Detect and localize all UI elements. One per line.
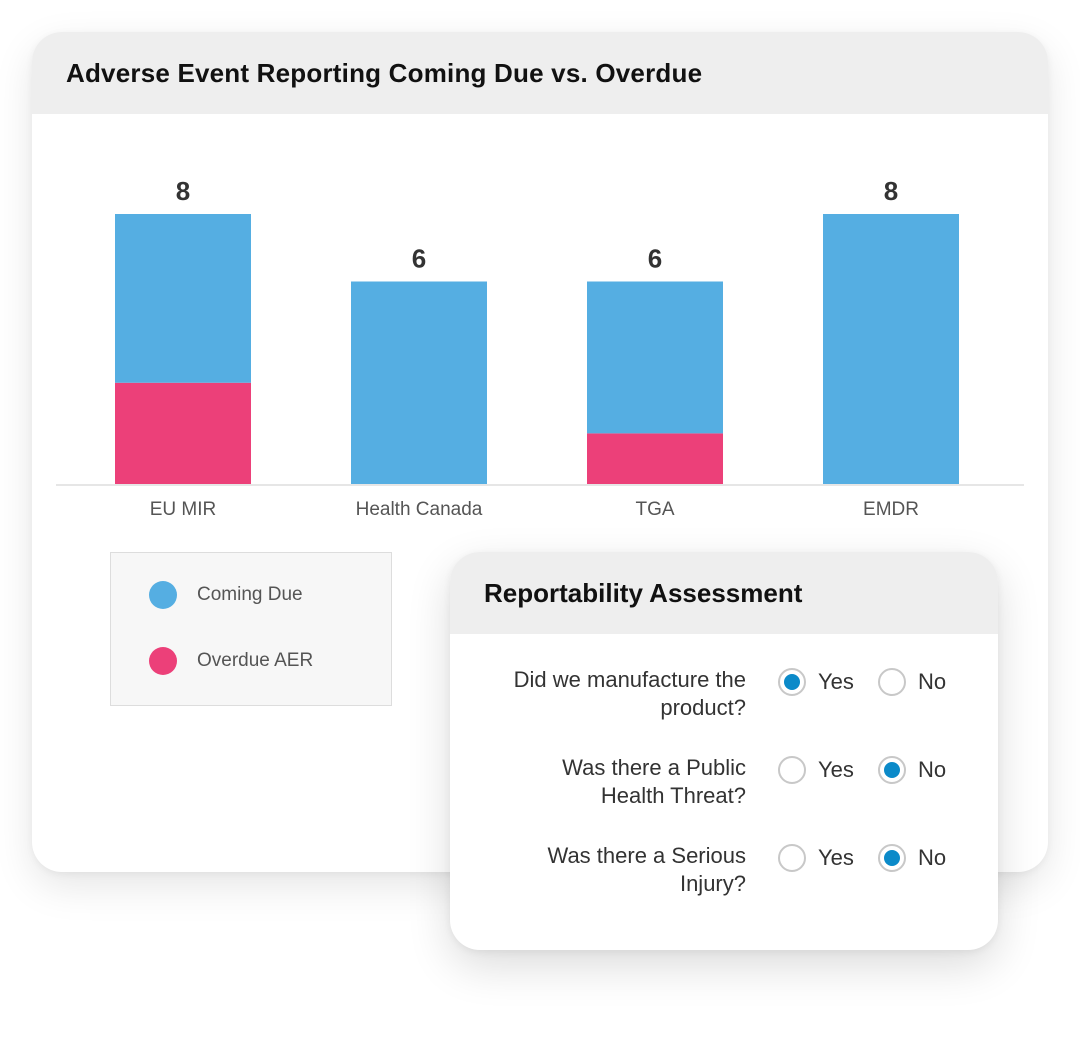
reportability-assessment-card: Reportability Assessment Did we manufact… (450, 552, 998, 950)
bar-total-label: 8 (176, 176, 190, 206)
chart-legend: Coming Due Overdue AER (110, 552, 392, 706)
legend-item-overdue-aer: Overdue AER (149, 647, 313, 675)
radio-unselected-icon[interactable] (878, 668, 906, 696)
radio-label-no: No (918, 757, 947, 782)
radio-yes-public-health-threat[interactable]: Yes (778, 754, 854, 786)
legend-swatch-overdue-aer (149, 647, 177, 675)
bar-total-label: 6 (648, 244, 662, 274)
radio-selected-icon[interactable] (878, 844, 906, 872)
radio-label-yes: Yes (818, 757, 854, 782)
assessment-header: Reportability Assessment (450, 552, 998, 634)
bar-total-label: 8 (884, 176, 898, 206)
radio-selected-icon[interactable] (778, 668, 806, 696)
radio-yes-serious-injury[interactable]: Yes (778, 842, 854, 874)
question-line: Was there a Serious (547, 843, 747, 868)
bar-coming-due-eu-mir (115, 214, 251, 383)
radio-no-serious-injury[interactable]: No (878, 842, 946, 874)
chart-card-header: Adverse Event Reporting Coming Due vs. O… (32, 32, 1048, 114)
question-row-manufacture: Did we manufacture the product? Yes No (450, 666, 998, 730)
radio-no-manufacture[interactable]: No (878, 666, 946, 698)
x-tick-label: TGA (635, 499, 674, 520)
question-line: Injury? (679, 871, 746, 896)
radio-selected-icon[interactable] (878, 756, 906, 784)
chart-title: Adverse Event Reporting Coming Due vs. O… (66, 57, 703, 88)
bar-overdue-aer-eu-mir (115, 382, 251, 484)
radio-label-no: No (918, 669, 947, 694)
radio-label-yes: Yes (818, 669, 854, 694)
question-text: Was there a Public Health Threat? (466, 754, 746, 810)
radio-unselected-icon[interactable] (778, 844, 806, 872)
question-line: Health Threat? (600, 783, 746, 808)
question-text: Was there a Serious Injury? (466, 842, 747, 898)
question-line: product? (660, 695, 746, 720)
question-row-serious-injury: Was there a Serious Injury? Yes No (450, 842, 998, 906)
radio-label-yes: Yes (818, 845, 854, 870)
x-tick-label: EU MIR (150, 499, 217, 520)
bar-coming-due-health-canada (351, 281, 487, 484)
question-row-public-health-threat: Was there a Public Health Threat? Yes No (450, 754, 998, 818)
stacked-bar-chart: 8 EU MIR 6 Health Canada 6 TGA 8 EMDR (56, 176, 1024, 520)
question-line: Did we manufacture the (513, 667, 746, 692)
radio-unselected-icon[interactable] (778, 756, 806, 784)
x-tick-label: Health Canada (356, 499, 483, 520)
bar-coming-due-tga (587, 281, 723, 434)
question-line: Was there a Public (562, 755, 746, 780)
bar-overdue-aer-tga (587, 433, 723, 484)
x-tick-label: EMDR (863, 499, 919, 520)
radio-label-no: No (918, 845, 947, 870)
radio-yes-manufacture[interactable]: Yes (778, 666, 854, 698)
legend-label: Coming Due (197, 584, 303, 605)
bar-total-label: 6 (412, 244, 426, 274)
legend-item-coming-due: Coming Due (149, 581, 303, 609)
question-text: Did we manufacture the product? (466, 666, 746, 722)
assessment-title: Reportability Assessment (484, 577, 803, 608)
bar-coming-due-emdr (823, 214, 959, 484)
legend-swatch-coming-due (149, 581, 177, 609)
legend-label: Overdue AER (197, 650, 314, 671)
radio-no-public-health-threat[interactable]: No (878, 754, 946, 786)
